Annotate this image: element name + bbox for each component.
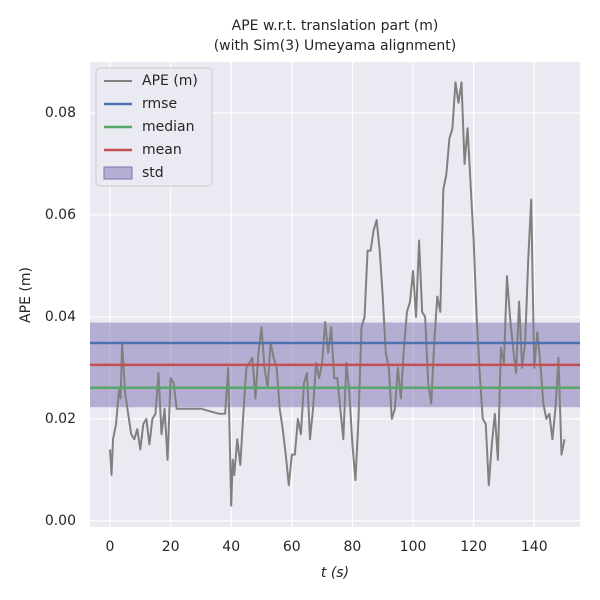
legend-swatch <box>103 166 133 180</box>
legend-label: APE (m) <box>142 73 198 89</box>
x-tick-label: 140 <box>521 539 548 555</box>
y-tick-label: 0.04 <box>45 309 76 325</box>
legend-label: std <box>142 165 164 181</box>
x-tick-label: 60 <box>283 539 301 555</box>
y-tick-label: 0.02 <box>45 411 76 427</box>
x-tick-label: 120 <box>460 539 487 555</box>
x-axis-label: t (s) <box>321 565 349 581</box>
y-tick-label: 0.08 <box>45 105 76 121</box>
legend-label: median <box>142 119 194 135</box>
legend-label: mean <box>142 142 182 158</box>
chart-subtitle: (with Sim(3) Umeyama alignment) <box>214 38 457 54</box>
x-tick-label: 0 <box>106 539 115 555</box>
x-tick-label: 100 <box>400 539 427 555</box>
chart-title: APE w.r.t. translation part (m) <box>232 18 439 34</box>
y-axis-label: APE (m) <box>18 267 34 323</box>
x-tick-label: 20 <box>162 539 180 555</box>
x-tick-label: 40 <box>222 539 240 555</box>
legend-box <box>95 67 213 187</box>
x-tick-label: 80 <box>344 539 362 555</box>
ape-line <box>109 81 566 507</box>
y-tick-label: 0.00 <box>45 513 76 529</box>
legend-label: rmse <box>142 96 177 112</box>
y-tick-label: 0.06 <box>45 207 76 223</box>
